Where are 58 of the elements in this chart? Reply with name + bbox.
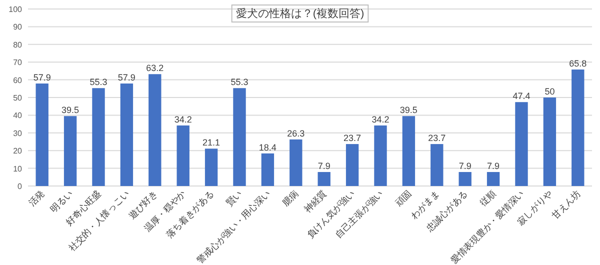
bar xyxy=(515,102,528,186)
data-label: 57.9 xyxy=(118,72,136,83)
y-tick-label: 20 xyxy=(13,146,23,156)
y-tick-label: 50 xyxy=(13,94,23,102)
data-label: 7.9 xyxy=(458,161,472,172)
y-tick-label: 10 xyxy=(13,164,23,174)
bar xyxy=(374,125,387,186)
y-tick-label: 90 xyxy=(13,22,23,32)
data-label: 65.8 xyxy=(569,58,587,69)
data-label: 18.4 xyxy=(258,142,276,152)
bar xyxy=(261,153,274,186)
data-label: 63.2 xyxy=(146,63,164,74)
y-tick-label: 80 xyxy=(13,40,23,50)
data-label: 23.7 xyxy=(344,133,362,144)
x-tick-label: 賢い xyxy=(224,188,244,208)
bar xyxy=(64,116,77,186)
bar xyxy=(36,84,48,186)
bar xyxy=(430,144,444,186)
bar xyxy=(486,172,500,186)
y-tick-label: 60 xyxy=(13,76,23,85)
y-tick-label: 0 xyxy=(18,182,23,191)
data-label: 26.3 xyxy=(287,128,305,138)
data-label: 50 xyxy=(544,86,555,96)
bar xyxy=(204,148,218,186)
chart-title: 愛犬の性格は？(複数回答) xyxy=(236,7,364,20)
y-tick-label: 40 xyxy=(13,111,23,120)
bar xyxy=(543,98,556,186)
data-label: 21.1 xyxy=(202,138,220,148)
bar xyxy=(176,125,190,186)
bar xyxy=(148,74,162,186)
bar xyxy=(346,144,359,186)
bar xyxy=(402,116,416,186)
data-label: 23.7 xyxy=(428,133,446,144)
data-label: 7.9 xyxy=(318,161,330,172)
x-tick-label: 活発 xyxy=(26,188,47,208)
bar xyxy=(92,88,105,186)
x-tick-label: 甘えん坊 xyxy=(550,188,582,221)
data-label: 55.3 xyxy=(230,77,248,88)
x-tick-label: 頑固 xyxy=(393,188,414,208)
data-label: 47.4 xyxy=(512,91,530,102)
bar xyxy=(233,88,246,186)
data-label: 34.2 xyxy=(174,114,192,124)
data-label: 34.2 xyxy=(372,114,390,124)
bar xyxy=(290,139,302,186)
x-tick-label: 臆病 xyxy=(280,188,300,208)
data-label: 7.9 xyxy=(487,161,500,172)
data-label: 39.5 xyxy=(62,105,80,116)
data-label: 55.3 xyxy=(90,77,108,88)
data-label: 57.9 xyxy=(33,72,51,83)
bar xyxy=(120,84,134,186)
y-tick-label: 70 xyxy=(13,58,23,68)
y-tick-label: 30 xyxy=(13,128,23,138)
bar xyxy=(458,172,472,186)
bar xyxy=(318,172,330,186)
x-tick-label: 従順 xyxy=(478,188,498,208)
bar xyxy=(572,70,584,186)
y-tick-label: 100 xyxy=(8,5,23,14)
data-label: 39.5 xyxy=(400,105,418,116)
